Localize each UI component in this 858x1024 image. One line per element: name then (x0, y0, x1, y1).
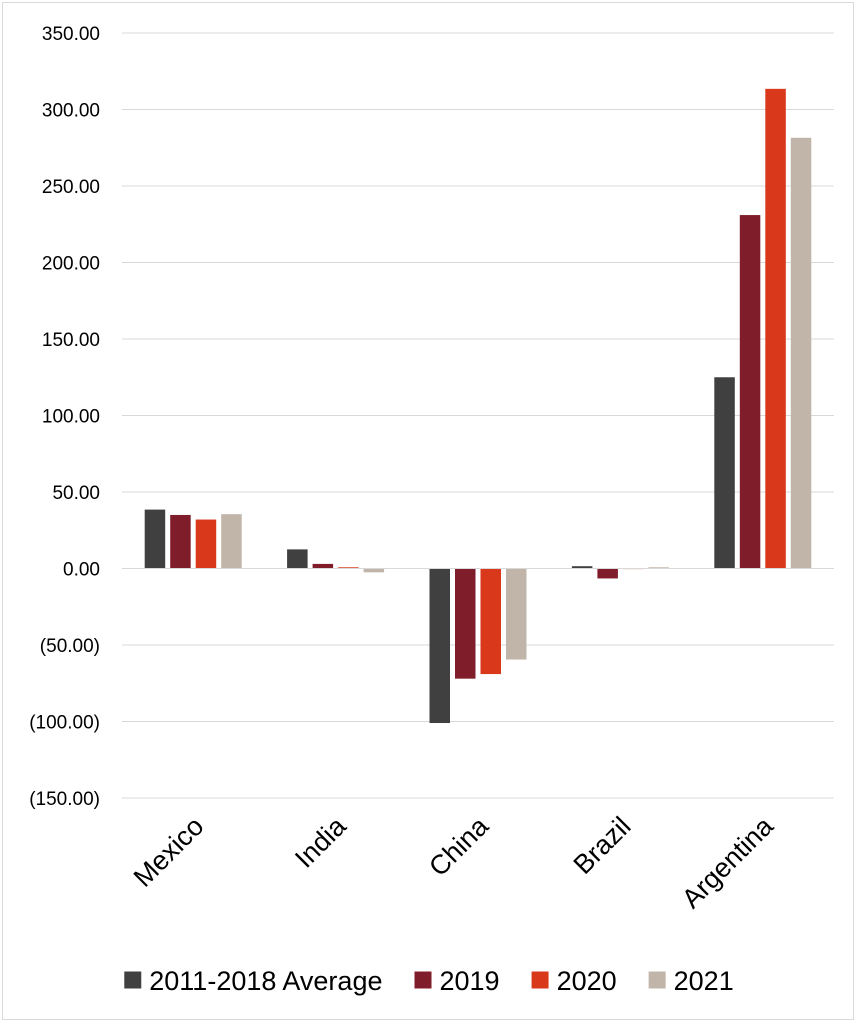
legend: 2011-2018 Average 2019 2020 2021 (124, 966, 734, 996)
legend-label: 2020 (557, 966, 617, 996)
bar-china-series-2 (480, 568, 501, 675)
y-tick-label: 200.00 (42, 254, 100, 275)
y-tick-label: 50.00 (52, 483, 100, 504)
x-category-label: China (423, 810, 495, 882)
bar-china-series-0 (429, 568, 450, 724)
y-tick-label: 0.00 (63, 560, 100, 581)
legend-swatch (648, 971, 666, 989)
x-category-label: Argentina (676, 810, 780, 914)
bar-mexico-series-3 (221, 514, 242, 569)
y-tick-label: (100.00) (29, 713, 100, 734)
legend-label: 2021 (674, 966, 734, 996)
legend-swatch (531, 971, 549, 989)
bar-argentina-series-3 (790, 137, 812, 569)
bar-argentina-series-1 (739, 215, 761, 569)
bar-argentina-series-2 (765, 88, 786, 569)
bar-india-series-0 (287, 549, 308, 569)
y-tick-label: (150.00) (29, 789, 100, 810)
bar-india-series-3 (363, 568, 385, 573)
bar-india-series-1 (312, 563, 334, 569)
legend-swatch (414, 971, 432, 989)
y-tick-label: (50.00) (40, 636, 100, 657)
bar-brazil-series-0 (571, 566, 593, 569)
legend-label: 2011-2018 Average (149, 966, 382, 996)
legend-swatch (124, 971, 142, 989)
x-category-label: India (289, 810, 352, 873)
bar-china-series-3 (506, 568, 527, 660)
bar-mexico-series-0 (144, 509, 166, 569)
x-category-label: Brazil (568, 811, 637, 880)
bar-mexico-series-2 (195, 519, 217, 569)
bar-china-series-1 (455, 568, 476, 679)
y-axis-tick-labels: 350.00 300.00 250.00 200.00 150.00 100.00 50.0… (29, 24, 100, 810)
y-tick-label: 100.00 (42, 407, 100, 428)
y-tick-label: 250.00 (42, 177, 100, 198)
y-tick-label: 350.00 (42, 24, 100, 45)
bar-india-series-2 (338, 567, 359, 569)
x-category-label: Mexico (128, 811, 210, 893)
bar-brazil-series-1 (597, 568, 618, 579)
bar-brazil-series-3 (648, 567, 669, 569)
x-axis-category-labels: Mexico India China Brazil Argentina (128, 810, 780, 914)
bar-mexico-series-1 (170, 514, 191, 569)
bars (144, 88, 812, 724)
bar-argentina-series-0 (714, 377, 735, 569)
y-tick-label: 300.00 (42, 101, 100, 122)
legend-label: 2019 (439, 966, 499, 996)
y-tick-label: 150.00 (42, 330, 100, 351)
